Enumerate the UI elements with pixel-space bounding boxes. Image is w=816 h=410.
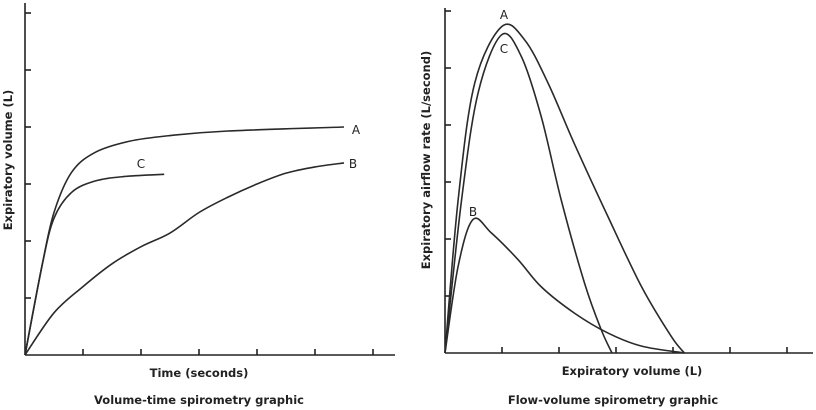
curve-b <box>444 217 685 354</box>
y-axis-label: Expiratory airflow rate (L/second) <box>419 51 433 269</box>
x-axis-label: Time (seconds) <box>150 366 249 380</box>
curve-c <box>24 173 165 356</box>
curve-c <box>444 32 613 354</box>
curve-label-b: B <box>469 205 477 219</box>
curve-label-b: B <box>349 157 357 171</box>
curve-b <box>24 162 345 356</box>
curve-a <box>24 126 345 356</box>
curve-a <box>444 23 686 354</box>
volume-time-chart: Time (seconds) Volume-time spirometry gr… <box>1 3 395 407</box>
chart-title: Flow-volume spirometry graphic <box>508 393 718 407</box>
flow-volume-chart: Expiratory volume (L) Flow-volume spirom… <box>419 8 813 407</box>
curve-label-a: A <box>352 123 361 137</box>
curve-label-a: A <box>500 8 509 22</box>
x-axis-label: Expiratory volume (L) <box>562 364 703 378</box>
chart-title: Volume-time spirometry graphic <box>94 393 304 407</box>
y-axis-label: Expiratory volume (L) <box>1 90 15 231</box>
curve-label-c: C <box>500 42 508 56</box>
curve-label-c: C <box>137 157 145 171</box>
